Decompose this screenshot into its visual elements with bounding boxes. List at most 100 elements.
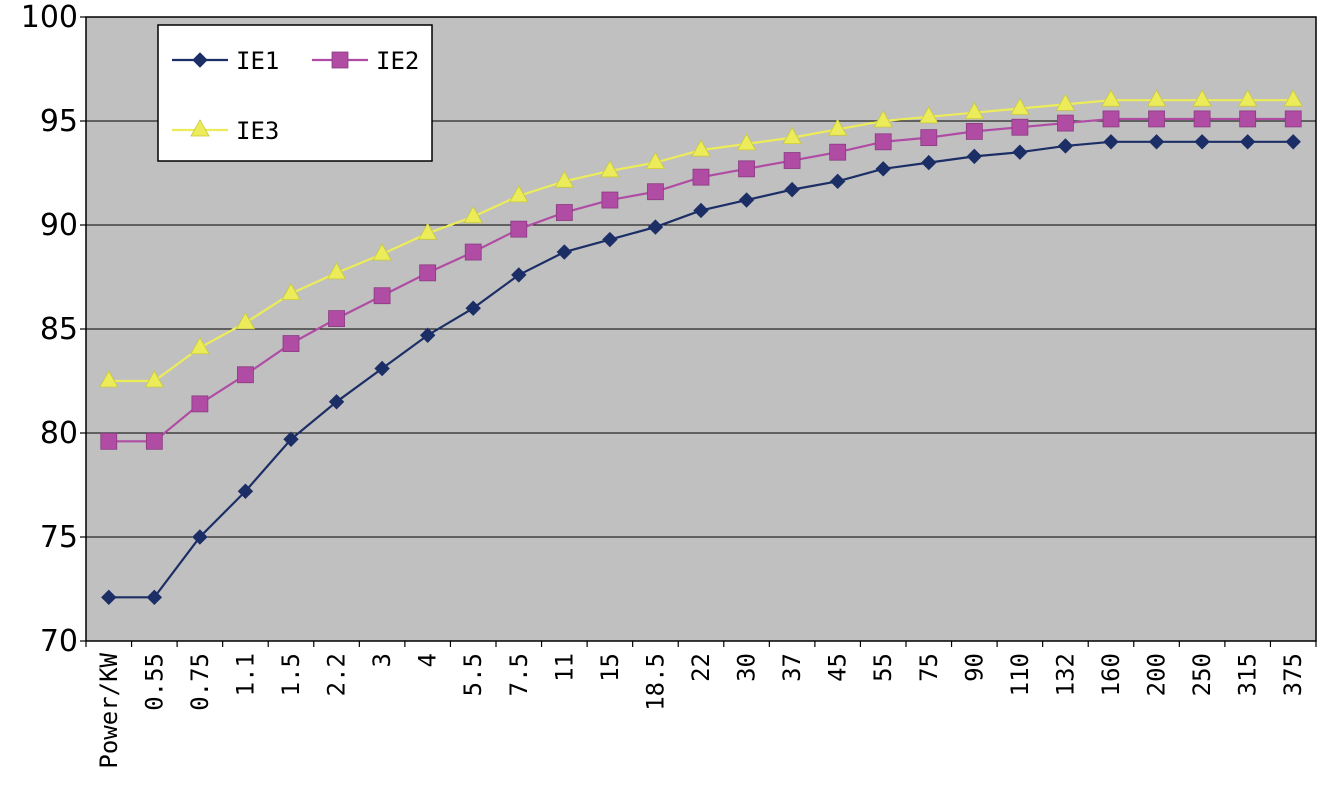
data-point-square <box>1011 118 1029 136</box>
data-point-square <box>692 168 710 186</box>
data-point-diamond <box>192 52 208 68</box>
x-tick-label: 375 <box>1279 653 1307 696</box>
data-point-square <box>1102 110 1120 128</box>
data-point-diamond <box>602 231 618 248</box>
data-point-triangle <box>1192 89 1212 107</box>
data-point-triangle <box>600 160 620 178</box>
series-ie1 <box>101 134 1301 606</box>
y-tick-label: 70 <box>40 624 78 659</box>
data-point-triangle <box>782 126 802 145</box>
x-tick-label: 315 <box>1234 653 1262 696</box>
data-point-diamond <box>966 148 983 165</box>
data-point-square <box>555 204 573 221</box>
data-point-triangle <box>144 370 165 388</box>
x-tick-label: 5.5 <box>459 653 487 696</box>
data-point-diamond <box>328 394 345 410</box>
data-point-diamond <box>1285 134 1301 150</box>
data-point-square <box>829 143 847 161</box>
data-point-triangle <box>1283 89 1303 107</box>
data-point-diamond <box>511 267 527 283</box>
data-point-triangle <box>827 118 848 136</box>
data-point-diamond <box>1103 134 1119 150</box>
x-tick-label: 30 <box>733 653 761 682</box>
y-tick-label: 80 <box>40 416 78 451</box>
data-point-triangle <box>873 110 893 128</box>
data-point-triangle <box>190 119 210 137</box>
data-point-triangle <box>463 205 483 224</box>
x-tick-label: 1.5 <box>277 653 305 696</box>
x-tick-label: 1.1 <box>231 653 259 696</box>
y-tick-label: 100 <box>21 0 78 35</box>
x-tick-label: 15 <box>596 653 624 682</box>
data-point-triangle <box>372 243 392 261</box>
data-point-triangle <box>417 222 438 240</box>
y-tick-label: 95 <box>40 104 78 139</box>
x-tick-label: 250 <box>1188 653 1216 696</box>
data-point-diamond <box>146 589 163 606</box>
data-point-square <box>1239 110 1257 128</box>
x-tick-label: 7.5 <box>505 653 533 696</box>
data-point-diamond <box>647 219 664 235</box>
data-point-square <box>373 287 391 305</box>
data-point-diamond <box>465 300 481 316</box>
data-point-diamond <box>921 154 937 171</box>
data-point-triangle <box>509 185 529 203</box>
data-point-triangle <box>1010 97 1030 115</box>
data-point-diamond <box>237 483 254 499</box>
data-point-square <box>191 395 209 413</box>
data-point-diamond <box>784 181 800 198</box>
data-point-diamond <box>556 244 573 260</box>
data-point-square <box>920 129 938 147</box>
data-point-square <box>874 133 892 151</box>
data-point-diamond <box>693 202 709 219</box>
x-tick-label: 0.75 <box>186 653 214 711</box>
data-point-square <box>145 432 163 450</box>
data-point-square <box>1284 110 1302 128</box>
axes: 70 75 80 85 90 95 100 Power/KW 0.55 0.75 1.1 1.5 2.2… <box>21 0 1317 769</box>
y-tick-label: 85 <box>40 312 78 347</box>
data-point-square <box>237 366 254 384</box>
x-tick-label: 160 <box>1097 653 1125 696</box>
data-point-square <box>464 243 482 261</box>
y-tick-label: 75 <box>40 520 78 555</box>
data-point-triangle <box>281 282 301 301</box>
y-tick-label: 90 <box>40 208 78 243</box>
data-point-square <box>1057 114 1074 132</box>
legend: IE1 IE2 IE3 <box>157 24 433 162</box>
data-point-diamond <box>738 192 755 208</box>
data-point-square <box>510 220 528 238</box>
x-tick-label: 2.2 <box>323 653 351 696</box>
x-tick-label: 132 <box>1051 653 1079 696</box>
data-point-square <box>331 51 349 69</box>
data-point-square <box>601 191 619 209</box>
data-point-diamond <box>374 360 390 377</box>
data-point-triangle <box>1146 89 1167 107</box>
data-point-square <box>738 160 755 178</box>
data-point-triangle <box>190 336 210 355</box>
data-point-triangle <box>235 311 256 330</box>
data-point-diamond <box>283 431 299 447</box>
data-point-diamond <box>1148 134 1165 150</box>
x-tick-label: 110 <box>1006 653 1034 696</box>
data-point-diamond <box>1239 134 1256 150</box>
series-ie2 <box>100 110 1302 450</box>
x-tick-label: 4 <box>414 653 442 667</box>
x-tick-label: 3 <box>368 653 396 667</box>
series-group <box>99 89 1303 606</box>
data-point-triangle <box>1237 89 1258 107</box>
x-tick-label: 75 <box>915 653 943 682</box>
data-point-triangle <box>1055 93 1076 111</box>
data-point-diamond <box>1057 138 1074 154</box>
data-point-square <box>100 432 118 450</box>
data-point-diamond <box>192 529 208 545</box>
data-point-square <box>783 152 801 169</box>
data-point-triangle <box>736 133 757 151</box>
x-tick-label: 200 <box>1143 653 1171 696</box>
legend-box <box>157 24 433 162</box>
data-point-square <box>419 264 437 282</box>
data-point-diamond <box>101 589 117 606</box>
x-tick-label: 11 <box>550 653 578 682</box>
data-point-diamond <box>419 327 436 343</box>
data-point-square <box>328 310 345 328</box>
